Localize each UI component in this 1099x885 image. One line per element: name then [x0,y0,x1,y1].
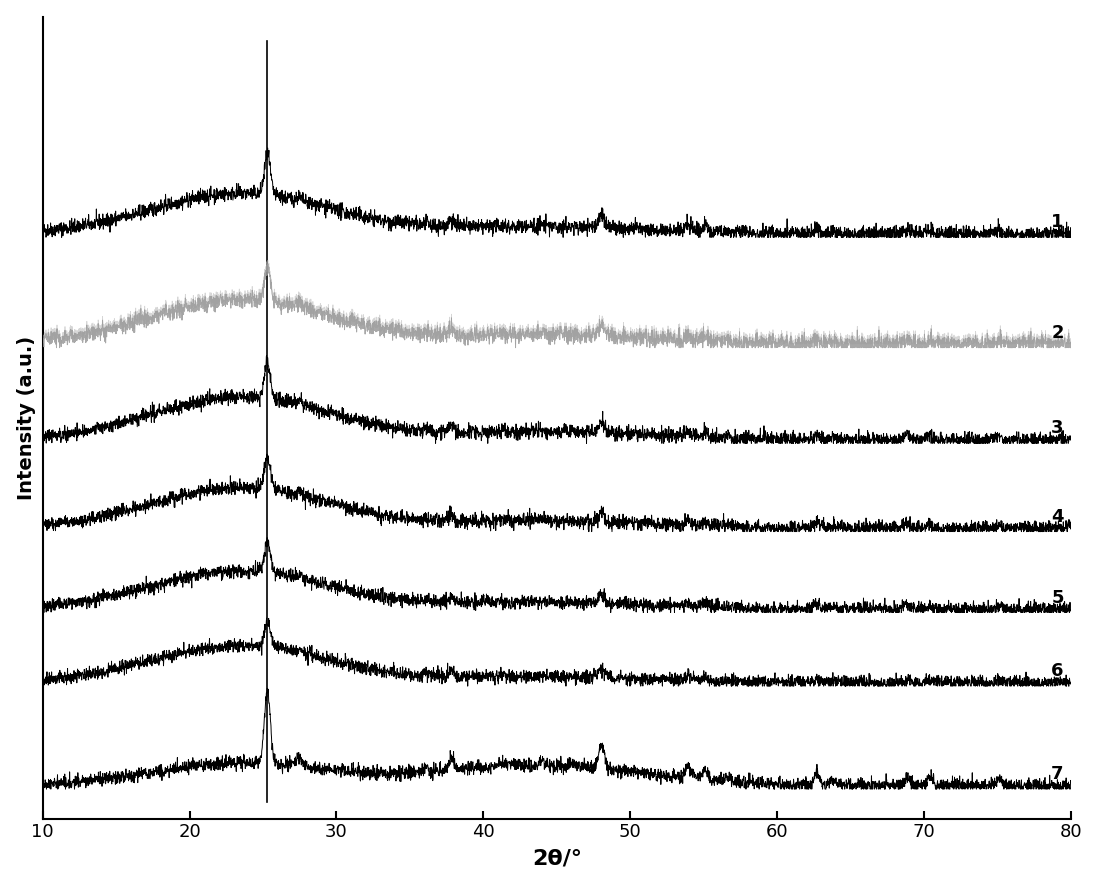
Text: 2: 2 [1051,324,1064,342]
Text: 4: 4 [1051,508,1064,526]
Text: 6: 6 [1051,662,1064,681]
Y-axis label: Intensity (a.u.): Intensity (a.u.) [16,335,35,500]
Text: 3: 3 [1051,419,1064,437]
Text: 7: 7 [1051,766,1064,783]
X-axis label: 2θ/°: 2θ/° [532,849,581,868]
Text: 5: 5 [1051,589,1064,606]
Text: 1: 1 [1051,213,1064,232]
